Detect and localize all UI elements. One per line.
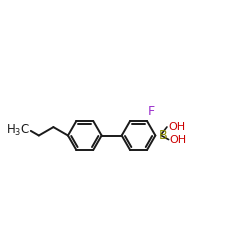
Text: OH: OH [170,134,187,144]
Text: B: B [158,129,167,142]
Text: F: F [148,105,155,118]
Text: OH: OH [168,122,185,132]
Text: H$_3$C: H$_3$C [6,123,30,138]
